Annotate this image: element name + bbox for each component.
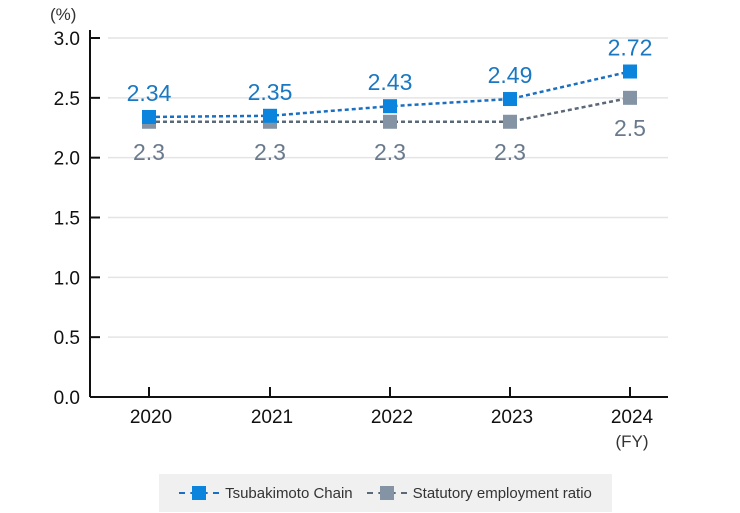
data-label: 2.3 — [254, 139, 286, 165]
legend-label: Tsubakimoto Chain — [225, 484, 353, 502]
data-point — [503, 114, 517, 129]
data-label: 2.3 — [374, 139, 406, 165]
legend-item-statutory: Statutory employment ratio — [366, 484, 592, 502]
y-tick-label: 0.5 — [54, 328, 80, 349]
x-tick-label: 2023 — [491, 407, 533, 428]
data-label: 2.43 — [368, 69, 413, 95]
y-tick-label: 3.0 — [54, 29, 80, 50]
legend-label: Statutory employment ratio — [412, 484, 592, 502]
x-tick-label: 2021 — [251, 407, 293, 428]
data-point — [142, 109, 156, 124]
y-tick-label: 2.0 — [54, 149, 80, 170]
data-point — [623, 64, 637, 79]
legend-swatch-grey-icon — [366, 486, 407, 500]
x-axis-unit: (FY) — [615, 432, 648, 451]
legend-swatch-blue-icon — [179, 486, 220, 500]
data-label: 2.35 — [248, 79, 293, 105]
data-label: 2.3 — [494, 139, 526, 165]
y-tick-label: 0.0 — [54, 388, 80, 409]
y-axis-unit: (%) — [50, 5, 76, 24]
legend: Tsubakimoto Chain Statutory employment r… — [159, 474, 612, 512]
x-tick-label: 2022 — [371, 407, 413, 428]
data-label: 2.3 — [133, 139, 165, 165]
data-point — [383, 99, 397, 114]
x-tick-label: 2024 — [611, 407, 654, 428]
y-tick-label: 1.5 — [54, 209, 80, 230]
x-tick-label: 2020 — [130, 407, 172, 428]
data-label: 2.34 — [127, 80, 172, 106]
data-label: 2.5 — [614, 115, 646, 141]
y-tick-label: 1.0 — [54, 268, 80, 289]
data-point — [503, 92, 517, 107]
legend-item-tsubakimoto: Tsubakimoto Chain — [179, 485, 353, 502]
data-point — [263, 108, 277, 123]
data-point — [383, 114, 397, 129]
y-tick-label: 2.5 — [54, 89, 80, 110]
data-label: 2.72 — [608, 35, 653, 61]
data-point — [623, 90, 637, 105]
data-label: 2.49 — [488, 62, 533, 88]
